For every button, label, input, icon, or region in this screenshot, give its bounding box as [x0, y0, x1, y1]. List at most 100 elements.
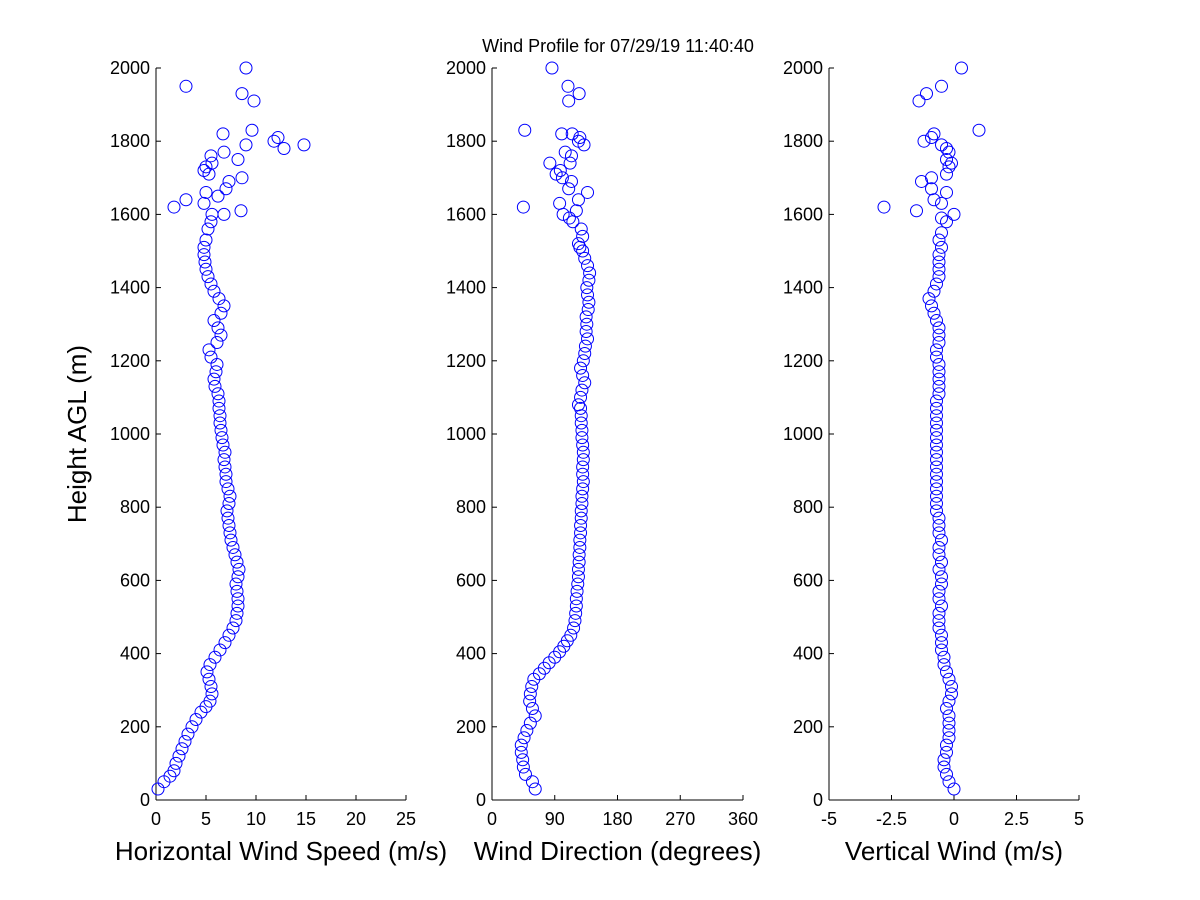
data-point: [932, 357, 946, 371]
data-point: [230, 555, 244, 569]
y-tick-label: 600: [793, 570, 823, 590]
y-tick-label: 600: [456, 570, 486, 590]
data-point: [930, 409, 943, 423]
x-tick-label: 360: [728, 809, 758, 829]
data-point: [185, 720, 199, 734]
data-point: [581, 332, 595, 346]
data-point: [932, 270, 946, 284]
data-point: [525, 680, 539, 694]
data-point: [571, 398, 585, 412]
data-point: [212, 394, 226, 408]
x-tick-label: 10: [246, 809, 266, 829]
y-tick-label: 1800: [783, 131, 823, 151]
data-point: [574, 504, 588, 518]
y-tick-label: 800: [793, 497, 823, 517]
data-point: [207, 314, 221, 328]
x-tick-label: 2.5: [1004, 809, 1029, 829]
data-point: [218, 636, 232, 650]
y-tick-label: 800: [456, 497, 486, 517]
data-point: [578, 346, 592, 360]
x-tick-label: 15: [296, 809, 316, 829]
x-tick-label: 180: [602, 809, 632, 829]
data-point: [223, 489, 237, 503]
data-point: [514, 738, 528, 752]
data-point: [576, 244, 590, 258]
data-point: [179, 193, 193, 207]
data-point: [205, 156, 219, 170]
data-point: [208, 650, 222, 664]
data-point: [555, 127, 569, 141]
data-point: [203, 694, 217, 708]
data-point: [553, 196, 567, 210]
data-point: [569, 592, 583, 606]
data-point: [927, 284, 941, 298]
panel-3: 0 200 400 600 800 1000 1200 1400 1600 1800 2000 -5 -…: [783, 58, 1084, 866]
data-point: [562, 182, 576, 196]
data-point: [917, 134, 931, 148]
data-point: [574, 390, 588, 404]
data-point: [558, 145, 572, 159]
data-point: [569, 599, 583, 613]
data-point: [571, 193, 585, 207]
data-point: [230, 584, 244, 598]
data-point: [940, 167, 953, 181]
data-point: [576, 482, 590, 496]
data-point: [518, 767, 532, 781]
data-point: [935, 570, 948, 584]
data-point: [930, 343, 943, 357]
y-tick-label: 0: [813, 790, 823, 810]
data-point: [198, 255, 212, 269]
data-point: [231, 599, 245, 613]
data-point: [563, 156, 577, 170]
data-point: [937, 753, 951, 767]
data-point: [932, 365, 946, 379]
x-tick-label: 5: [201, 809, 211, 829]
data-point: [516, 753, 530, 767]
data-point: [169, 756, 183, 770]
data-point: [217, 207, 231, 221]
data-point: [932, 614, 946, 628]
data-point: [553, 163, 567, 177]
data-point: [222, 519, 236, 532]
data-point: [576, 354, 590, 368]
data-point: [211, 321, 225, 335]
data-point: [189, 712, 203, 726]
data-point: [210, 336, 224, 349]
data-point: [940, 702, 953, 715]
y-tick-label: 0: [476, 790, 486, 810]
data-point: [930, 438, 943, 452]
data-point: [910, 204, 923, 218]
data-point: [179, 79, 193, 93]
data-point: [573, 533, 587, 547]
data-point: [217, 145, 231, 159]
data-point: [935, 240, 948, 254]
data-point: [572, 555, 586, 569]
data-point: [197, 163, 211, 177]
data-point: [216, 127, 230, 141]
data-point: [581, 185, 595, 199]
data-point: [516, 760, 530, 774]
y-tick-label: 2000: [446, 58, 486, 78]
data-point: [202, 672, 216, 686]
data-point: [181, 727, 195, 741]
data-point: [940, 767, 953, 781]
x-tick-label: 270: [665, 809, 695, 829]
data-point: [562, 211, 576, 225]
data-point: [955, 61, 968, 75]
data-point: [202, 343, 216, 357]
y-tick-label: 1600: [783, 204, 823, 224]
data-point: [218, 460, 232, 474]
data-point: [217, 299, 231, 313]
data-point: [203, 658, 217, 672]
data-point: [214, 328, 228, 342]
data-point: [942, 672, 956, 686]
data-point: [579, 325, 593, 339]
data-point: [947, 207, 961, 221]
data-point: [167, 200, 181, 214]
data-point: [231, 592, 245, 606]
data-point: [930, 423, 943, 437]
data-point: [207, 284, 221, 298]
y-tick-label: 1200: [110, 351, 150, 371]
data-point: [212, 401, 226, 415]
